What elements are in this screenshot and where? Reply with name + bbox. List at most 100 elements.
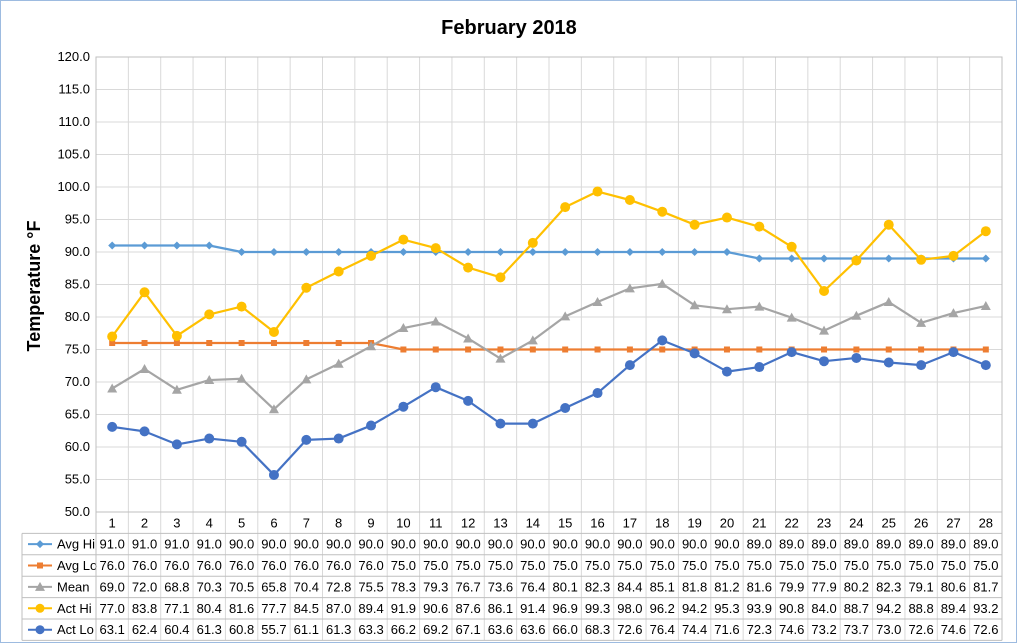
data-point [398,234,409,245]
legend-label: Act Hi [57,601,92,616]
table-cell-value: 89.4 [941,601,966,616]
data-point [527,335,538,345]
data-point [270,340,277,346]
x-tick-label: 14 [526,516,540,531]
table-cell-value: 91.0 [100,537,125,552]
table-cell-value: 72.8 [326,579,351,594]
table-cell-value: 91.0 [132,537,157,552]
data-point [851,255,862,266]
y-tick-label: 75.0 [65,342,90,357]
table-cell-value: 70.3 [197,579,222,594]
data-point [560,202,571,213]
x-tick-label: 11 [429,516,443,531]
table-cell-value: 60.8 [229,622,254,637]
table-cell-value: 72.6 [908,622,933,637]
table-cell-value: 76.0 [294,558,319,573]
data-point [238,340,245,346]
table-cell-value: 90.0 [391,537,416,552]
y-tick-label: 65.0 [65,407,90,422]
table-cell-value: 66.0 [553,622,578,637]
x-tick-label: 15 [558,516,572,531]
data-point [173,340,180,346]
table-cell-value: 74.4 [682,622,707,637]
data-point [561,248,570,256]
table-cell-value: 86.1 [488,601,513,616]
x-tick-label: 27 [946,516,960,531]
data-point [948,308,959,318]
table-cell-value: 78.3 [391,579,416,594]
data-point [171,439,182,450]
table-cell-value: 80.6 [941,579,966,594]
table-cell-value: 93.2 [973,601,998,616]
data-point [721,304,732,314]
data-point [592,388,603,399]
data-point [302,248,311,256]
y-tick-label: 120.0 [57,49,90,64]
data-point [465,346,472,353]
data-point [527,237,538,248]
table-cell-value: 75.0 [455,558,480,573]
table-cell-value: 75.0 [553,558,578,573]
data-point [398,401,409,412]
table-cell-value: 68.3 [585,622,610,637]
data-point [883,219,894,230]
table-cell-value: 89.0 [973,537,998,552]
table-cell-value: 87.0 [326,601,351,616]
data-point [108,241,117,250]
table-cell-value: 75.0 [520,558,545,573]
data-point [463,333,474,343]
table-cell-value: 77.0 [100,601,125,616]
legend-key-marker [37,562,43,569]
data-point [723,346,730,353]
table-cell-value: 91.0 [197,537,222,552]
table-cell-value: 63.1 [100,622,125,637]
table-cell-value: 96.9 [553,601,578,616]
legend-key-marker [35,581,45,591]
x-tick-label: 19 [687,516,701,531]
table-cell-value: 74.6 [779,622,804,637]
table-cell-value: 76.0 [358,558,383,573]
data-point [593,248,602,256]
table-cell-value: 79.9 [779,579,804,594]
data-point [657,335,668,346]
table-cell-value: 65.8 [261,579,286,594]
data-point [301,374,312,384]
data-point [495,418,506,429]
table-cell-value: 70.5 [229,579,254,594]
y-tick-label: 115.0 [58,82,90,97]
table-cell-value: 71.6 [714,622,739,637]
data-point [721,212,732,223]
x-tick-label: 8 [335,516,342,531]
x-tick-label: 23 [817,516,831,531]
data-point [205,241,214,250]
data-point [172,241,181,250]
data-point [883,357,894,368]
table-cell-value: 80.1 [553,579,578,594]
data-point [430,316,441,326]
y-tick-label: 55.0 [65,472,90,487]
data-point [464,248,473,256]
data-point [107,331,118,342]
table-cell-value: 76.0 [132,558,157,573]
y-tick-label: 105.0 [57,147,90,162]
table-cell-value: 70.4 [294,579,319,594]
legend-key-marker [35,603,45,613]
table-cell-value: 95.3 [714,601,739,616]
table-cell-value: 94.2 [682,601,707,616]
table-cell-value: 60.4 [164,622,189,637]
table-cell-value: 82.3 [876,579,901,594]
table-cell-value: 75.5 [358,579,383,594]
x-tick-label: 20 [720,516,734,531]
table-cell-value: 76.0 [100,558,125,573]
table-cell-value: 91.0 [164,537,189,552]
x-tick-label: 25 [882,516,896,531]
table-cell-value: 75.0 [973,558,998,573]
data-point [139,287,150,298]
table-cell-value: 79.1 [908,579,933,594]
table-cell-value: 63.3 [358,622,383,637]
data-point [820,254,829,263]
data-point [237,248,246,256]
x-tick-label: 22 [784,516,798,531]
legend-key-marker [35,625,45,635]
